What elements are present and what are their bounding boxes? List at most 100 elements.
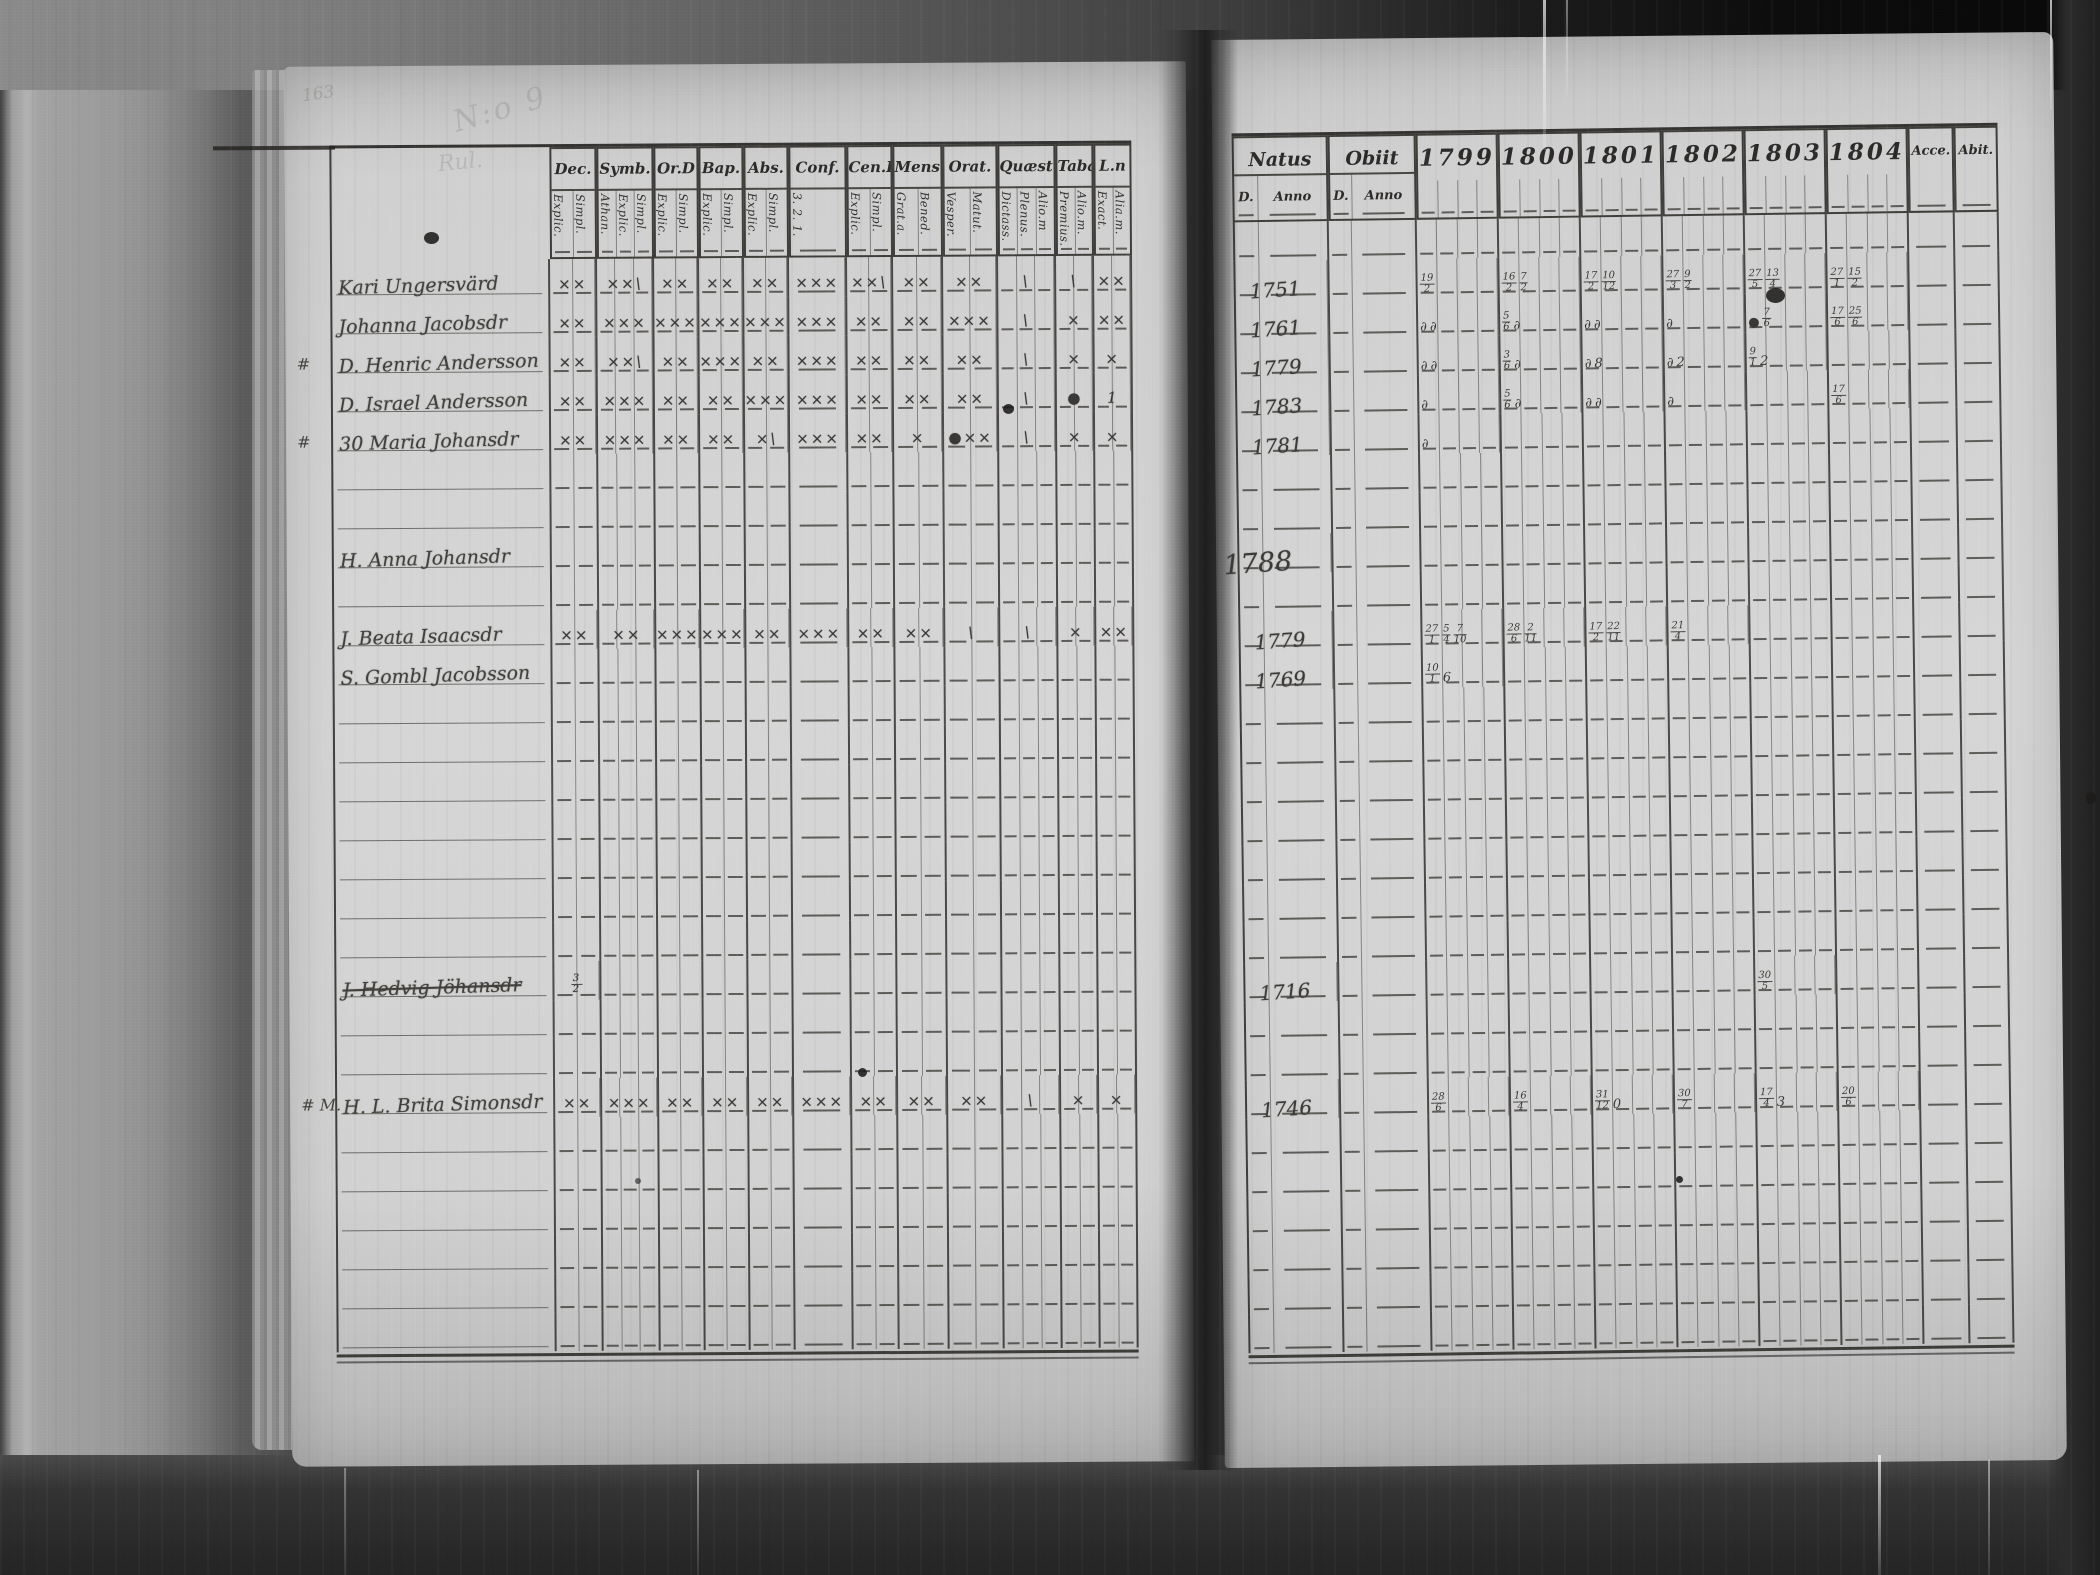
grid-subcell: [1753, 877, 1775, 918]
mark-subcell: [1057, 567, 1077, 608]
grid-subcell: [1882, 1305, 1904, 1345]
mark-subcell: [1042, 1270, 1060, 1309]
year-cell: [1427, 998, 1511, 1039]
year-cell: [1666, 488, 1750, 529]
year-cell: [1588, 801, 1672, 842]
year-cell: 27 3 9 2: [1663, 254, 1746, 295]
mark-cell: [1057, 528, 1096, 569]
mark-cell: [794, 1115, 853, 1155]
grid-subcell: [1513, 1310, 1535, 1350]
grid-subcell: [1915, 680, 1960, 720]
mark-cell: [1058, 645, 1097, 686]
mark-subcell: [682, 1272, 703, 1311]
mark-subcell: [1000, 724, 1021, 764]
mark-subcell: [579, 1234, 601, 1273]
mark-subcell: [577, 922, 599, 961]
grid-subcell: [1776, 1033, 1798, 1073]
mark-subcell: [553, 843, 577, 884]
mark-cell: [553, 804, 601, 845]
mark-subcell: [873, 764, 895, 803]
year-cell: [1836, 914, 1920, 956]
mark-subcell: [618, 687, 638, 727]
grid-subcell: [1968, 1148, 2011, 1188]
mark-cell: [749, 1154, 795, 1194]
grid-subcell: [1331, 415, 1355, 456]
attendance-marks: ××: [661, 352, 691, 371]
mark-subcell: [1077, 724, 1095, 763]
grid-subcell: [1758, 1189, 1780, 1230]
mark-subcell: [1001, 802, 1021, 842]
mark-subcell: [574, 454, 596, 493]
mark-subcell: [599, 648, 619, 688]
mark-subcell: [1018, 568, 1039, 608]
grid-subcell: [1799, 1228, 1821, 1268]
subcolumn-header: Explic.: [745, 189, 768, 256]
date-fraction: 19 2: [1419, 272, 1435, 295]
grid-subcell: [1769, 565, 1791, 605]
attendance-marks: ××: [661, 274, 691, 293]
grid-subcell: [1533, 1232, 1554, 1272]
mark-subcell: [602, 1116, 622, 1156]
grid-subcell: [1793, 799, 1815, 839]
mark-subcell: [872, 686, 894, 725]
grid-subcell: [1768, 487, 1790, 527]
date-cell: 1779: [1234, 338, 1331, 381]
grid-subcell: [1361, 922, 1425, 962]
year-cell: [1509, 958, 1592, 999]
attendance-marks: ×: [1105, 349, 1120, 368]
grid-subcell: [1510, 1037, 1531, 1077]
subcolumn-header: Athan.: [598, 190, 618, 257]
date-fraction: 25 6: [1847, 305, 1863, 328]
grid-subcell: [1593, 1153, 1615, 1193]
grid-subcell: [1814, 799, 1834, 838]
mark-subcell: [600, 843, 620, 883]
mark-subcell: [851, 920, 874, 960]
mark-cell: [1059, 879, 1099, 920]
grid-subcell: [1875, 837, 1897, 877]
date-cell: [1244, 1039, 1341, 1081]
attendance-marks: ●××: [948, 428, 993, 447]
mark-cell: [853, 1309, 900, 1350]
mark-subcell: [851, 959, 875, 999]
mark-subcell: [1119, 1309, 1137, 1348]
grid-subcell: [1969, 1226, 2012, 1266]
subcolumn-header: Anno: [1352, 174, 1415, 219]
grid-subcell: [1444, 726, 1465, 766]
mark-subcell: [578, 1117, 600, 1156]
grid-subcell: [1481, 492, 1501, 531]
grid-subcell: [1553, 1270, 1575, 1311]
mark-subcell: [722, 453, 743, 492]
column-label: 1799: [1418, 143, 1496, 172]
natus-year: 1788: [1222, 545, 1294, 582]
grid-subcell: [1692, 917, 1714, 958]
date-cell: [1245, 1117, 1342, 1159]
mark-subcell: [924, 1271, 948, 1310]
name-cell: [334, 1039, 556, 1080]
mark-subcell: [853, 1310, 877, 1350]
mark-subcell: [621, 1194, 641, 1234]
mark-cell: [551, 492, 599, 533]
mark-subcell: [895, 646, 921, 687]
status-cell: [1913, 563, 1961, 603]
mark-cell: [1060, 957, 1099, 998]
subcolumn-header: [1437, 180, 1459, 218]
subcolumn-label: Explic.: [700, 193, 713, 237]
mark-subcell: [944, 490, 972, 530]
mark-subcell: [551, 531, 575, 572]
grid-subcell: [1922, 1148, 1967, 1188]
mark-subcell: [701, 687, 724, 727]
mark-cell: ×××: [791, 608, 850, 648]
mark-cell: ××: [699, 257, 745, 298]
mark-cell: ×: [1058, 606, 1097, 647]
mark-subcell: [636, 531, 654, 570]
mark-subcell: [875, 1154, 897, 1193]
grid-subcell: [1749, 526, 1770, 567]
mark-subcell: [1019, 724, 1040, 764]
grid-subcell: [1551, 1114, 1573, 1155]
mark-subcell: [849, 647, 873, 687]
grid-subcell: [1694, 1034, 1716, 1075]
mark-subcell: [920, 686, 944, 725]
year-cell: [1424, 764, 1507, 805]
ink-blot: [1766, 288, 1785, 303]
